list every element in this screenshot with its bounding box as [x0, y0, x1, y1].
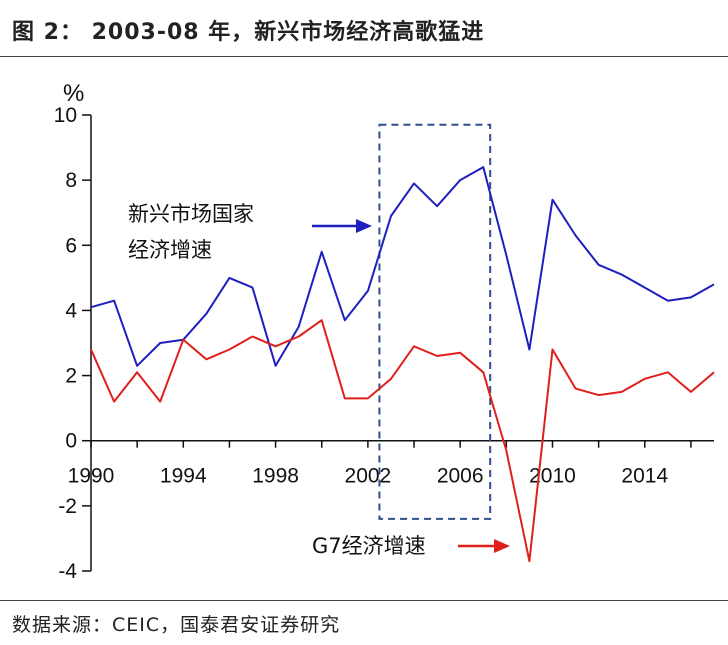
y-tick-label: -2 [58, 495, 77, 518]
source-note: 数据来源：CEIC，国泰君安证券研究 [12, 614, 341, 636]
y-tick-label: -4 [58, 560, 77, 583]
annotation-g7-arrow-head [494, 539, 510, 553]
annotation-emerging-label: 新兴市场国家 [128, 202, 254, 226]
x-tick-label: 2010 [529, 465, 576, 488]
y-tick-label: 4 [65, 299, 77, 322]
series-line-g7 [90, 319, 715, 563]
chart-axes: 10 8 6 4 2 0 -2 -4% 1990 1994 1998 2002 2006 2010 2014 [54, 80, 714, 583]
y-tick-label: 8 [65, 169, 77, 192]
annotation-emerging-arrow-head [356, 219, 372, 233]
source-divider [0, 600, 728, 601]
y-tick-label: 0 [65, 430, 77, 453]
annotation-g7-label: G7经济增速 [312, 534, 426, 558]
annotation-emerging-label: 经济增速 [128, 238, 212, 262]
series-line-emerging-markets [90, 166, 715, 367]
x-tick-label: 2014 [621, 465, 668, 488]
title-divider [0, 56, 728, 57]
x-tick-label: 2006 [437, 465, 484, 488]
highlight-dashed-box [378, 123, 492, 520]
x-tick-label: 2002 [345, 465, 392, 488]
x-tick-label: 1990 [68, 465, 115, 488]
y-tick-label: 6 [65, 234, 77, 257]
page-title: 图 2： 2003-08 年，新兴市场经济高歌猛进 [12, 20, 485, 45]
highlight-box [378, 123, 492, 520]
x-tick-label: 1998 [252, 465, 299, 488]
y-tick-label: 2 [65, 365, 77, 388]
x-tick-label: 1994 [160, 465, 207, 488]
series-lines [90, 166, 715, 563]
y-unit-label: % [63, 80, 84, 107]
y-tick-label: 10 [54, 104, 77, 127]
